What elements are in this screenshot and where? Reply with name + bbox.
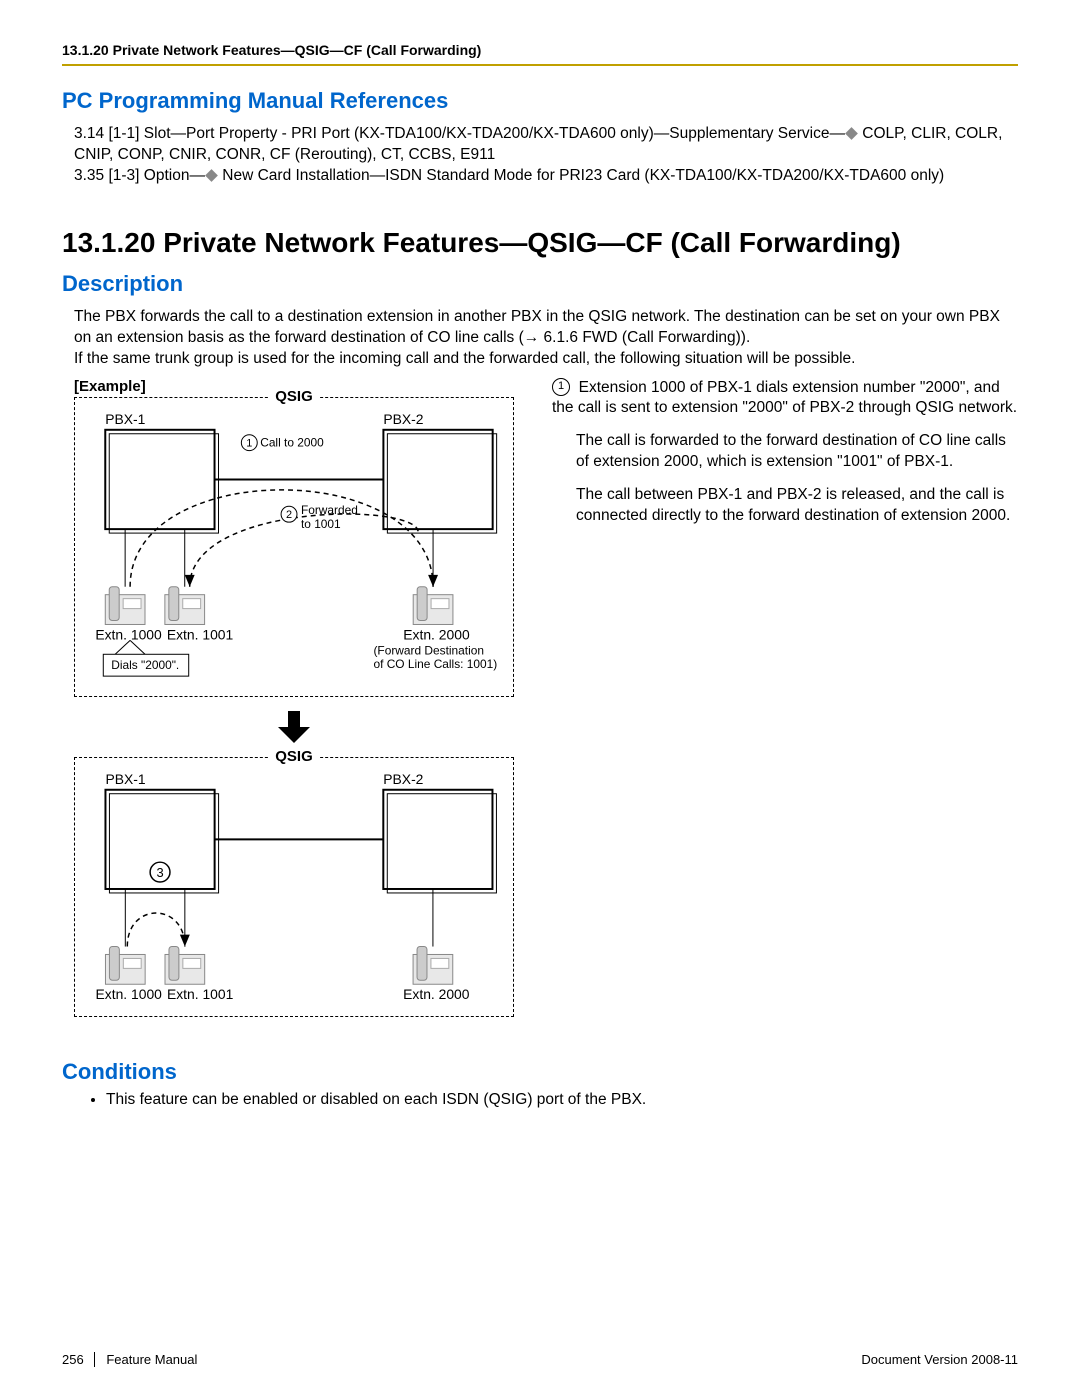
- forwarded-label: Forwarded: [301, 503, 358, 517]
- pbx1-label: PBX-1: [105, 410, 145, 426]
- manual-name: Feature Manual: [106, 1352, 197, 1367]
- description-p2: If the same trunk group is used for the …: [74, 349, 1018, 370]
- svg-text:Extn. 1000: Extn. 1000: [96, 986, 163, 1002]
- svg-text:Extn. 2000: Extn. 2000: [403, 986, 470, 1002]
- svg-text:of CO Line Calls: 1001): of CO Line Calls: 1001): [373, 657, 497, 671]
- pc-ref-line2b: New Card Installation—ISDN Standard Mode…: [218, 167, 944, 184]
- page-number: 256: [62, 1352, 95, 1367]
- pc-ref-line1a: 3.14 [1-1] Slot—Port Property - PRI Port…: [74, 125, 845, 142]
- svg-text:Extn. 1001: Extn. 1001: [167, 986, 234, 1002]
- diagram-svg-after: PBX-1 PBX-2 3: [75, 758, 513, 1016]
- svg-text:Extn. 1001: Extn. 1001: [167, 626, 234, 642]
- svg-text:PBX-1: PBX-1: [105, 770, 145, 786]
- diagram-before: QSIG PBX-1 PBX-2: [74, 397, 514, 697]
- main-section-title: 13.1.20 Private Network Features—QSIG—CF…: [62, 227, 1018, 259]
- conditions-list: This feature can be enabled or disabled …: [62, 1091, 1018, 1109]
- to1001-label: to 1001: [301, 517, 341, 531]
- svg-text:PBX-2: PBX-2: [383, 770, 423, 786]
- example-two-column: [Example] QSIG PBX-1 PBX-2: [62, 378, 1018, 1031]
- svg-text:Extn. 2000: Extn. 2000: [403, 626, 470, 642]
- page: 13.1.20 Private Network Features—QSIG—CF…: [0, 0, 1080, 1397]
- call-to-label: Call to 2000: [260, 435, 324, 449]
- pbx2-label: PBX-2: [383, 410, 423, 426]
- conditions-heading: Conditions: [62, 1059, 1018, 1085]
- qsig-label: QSIG: [269, 388, 319, 405]
- diagrams-column: [Example] QSIG PBX-1 PBX-2: [62, 378, 532, 1031]
- doc-version: Document Version 2008-11: [861, 1352, 1018, 1367]
- step-1: 1 Extension 1000 of PBX-1 dials extensio…: [552, 378, 1018, 420]
- diamond-icon: [845, 128, 858, 141]
- condition-item: This feature can be enabled or disabled …: [106, 1091, 1018, 1109]
- page-footer: 256 Feature Manual Document Version 2008…: [62, 1352, 1018, 1367]
- description-heading: Description: [62, 271, 1018, 297]
- steps-column: 1 Extension 1000 of PBX-1 dials extensio…: [552, 378, 1018, 540]
- svg-text:2: 2: [286, 509, 292, 521]
- svg-text:Dials "2000".: Dials "2000".: [111, 658, 179, 672]
- svg-text:1: 1: [246, 437, 252, 449]
- step-3: The call between PBX-1 and PBX-2 is rele…: [552, 485, 1018, 527]
- svg-text:3: 3: [156, 865, 163, 880]
- header-rule: [62, 64, 1018, 66]
- running-header: 13.1.20 Private Network Features—QSIG—CF…: [62, 42, 1018, 58]
- svg-text:(Forward Destination: (Forward Destination: [373, 643, 484, 657]
- diamond-icon: [205, 169, 218, 182]
- description-p1: The PBX forwards the call to a destinati…: [74, 307, 1018, 349]
- pc-ref-line2a: 3.35 [1-3] Option—: [74, 167, 205, 184]
- step-2: The call is forwarded to the forward des…: [552, 431, 1018, 473]
- pc-ref-paragraph: 3.14 [1-1] Slot—Port Property - PRI Port…: [74, 124, 1018, 187]
- diagram-after: QSIG PBX-1 PBX-2 3: [74, 757, 514, 1017]
- qsig-label-2: QSIG: [269, 748, 319, 765]
- down-arrow-icon: [74, 711, 514, 751]
- step-1-text: Extension 1000 of PBX-1 dials extension …: [552, 379, 1017, 417]
- footer-left: 256 Feature Manual: [62, 1352, 197, 1367]
- svg-text:Extn. 1000: Extn. 1000: [95, 626, 162, 642]
- step-number-icon: 1: [552, 378, 570, 396]
- diagram-svg-before: PBX-1 PBX-2 1 Call to 2000 2: [75, 398, 513, 696]
- section-pc-programming-title: PC Programming Manual References: [62, 88, 1018, 114]
